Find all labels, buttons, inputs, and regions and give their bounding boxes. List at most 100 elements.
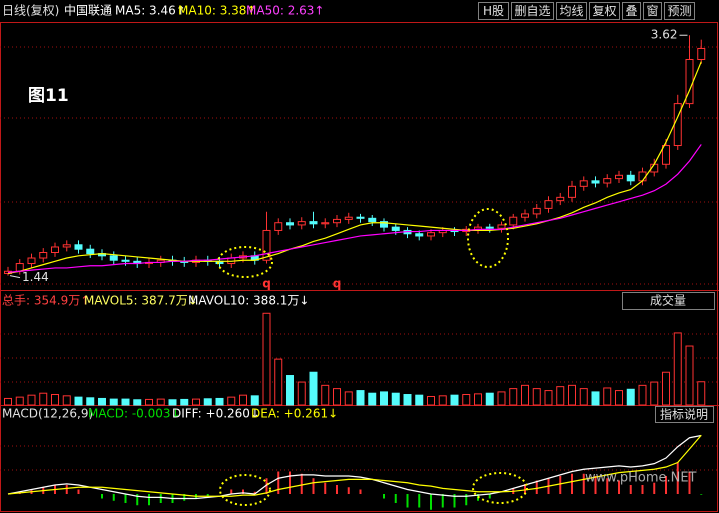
volume-bar — [415, 394, 424, 406]
volume-bar — [638, 384, 647, 406]
volume-bar — [521, 384, 529, 406]
volume-bar — [474, 393, 482, 406]
candle-body — [368, 217, 377, 223]
indicator-help-button[interactable] — [655, 406, 714, 423]
toolbar-button-label[interactable]: 预测 — [667, 4, 691, 18]
figure-label: 图11 — [28, 86, 69, 106]
ma10-label: MA10: 3.38↑ — [178, 4, 256, 18]
candle-body — [356, 216, 365, 219]
watermark: www.pHome.NET — [585, 471, 697, 486]
volume-bar — [250, 395, 259, 406]
candle-body — [321, 222, 330, 225]
candle-body — [109, 255, 118, 261]
toolbar-button[interactable] — [478, 2, 509, 20]
volume-bar — [215, 397, 224, 406]
marker-label: q — [333, 277, 342, 291]
volume-bar — [192, 398, 200, 406]
toolbar-button[interactable] — [643, 2, 662, 20]
volume-bar — [98, 397, 106, 406]
volume-bar — [427, 395, 435, 406]
volume-bar — [603, 387, 612, 406]
ma50-label: MA50: 2.63↑ — [246, 4, 324, 18]
candle-body — [662, 145, 670, 165]
toolbar-buttons: H股 删自选 均线 复权叠窗预测 — [478, 2, 695, 20]
volume-bar — [39, 392, 48, 406]
candle-body — [532, 207, 541, 215]
dea-value: DEA: +0.261↓ — [251, 407, 338, 421]
volume-bar — [438, 395, 447, 406]
toolbar-button[interactable] — [511, 2, 554, 20]
period: 日线(复权) — [2, 4, 59, 18]
volume-bar — [156, 398, 165, 406]
candle-body — [51, 246, 59, 254]
volume-bar — [168, 399, 177, 406]
volume-bar — [509, 388, 518, 406]
toolbar-button-label[interactable]: 均线 — [559, 4, 583, 18]
volume-bar — [626, 388, 635, 406]
volume-bar — [403, 394, 412, 406]
candle-body — [485, 226, 494, 229]
candle-body — [591, 180, 600, 184]
macd-name: MACD(12,26,9) — [2, 407, 93, 421]
volume-bar — [109, 398, 118, 406]
volume-bar — [391, 392, 400, 406]
volume-bar — [615, 390, 623, 406]
highlight-oval — [219, 474, 271, 506]
toolbar-button[interactable] — [664, 2, 695, 20]
volume-bar — [145, 398, 153, 406]
volume-bar — [239, 394, 247, 406]
candle-body — [697, 47, 706, 60]
volume-bar — [497, 391, 506, 406]
toolbar-button-label[interactable]: 删自选 — [514, 4, 550, 18]
candle-body — [297, 221, 306, 226]
highlight-oval — [467, 208, 509, 268]
candle-body — [274, 222, 283, 231]
candle-body — [262, 229, 271, 261]
volume-bar — [27, 394, 36, 406]
volume-bar — [650, 381, 659, 406]
candle-body — [333, 218, 341, 224]
volume-bar — [462, 394, 471, 406]
min-price-pointer — [9, 275, 21, 279]
line — [7, 434, 702, 497]
toolbar-button-label[interactable]: 窗 — [646, 4, 658, 18]
volume-bar — [485, 392, 494, 406]
volume-bar — [544, 390, 553, 406]
toolbar-button[interactable] — [589, 2, 620, 20]
volume-bar — [227, 396, 236, 406]
candle-body — [427, 232, 435, 237]
toolbar-button[interactable] — [622, 2, 641, 20]
volume-bar — [380, 391, 388, 406]
candle-body — [556, 196, 565, 202]
volume-bar — [568, 384, 576, 406]
candle-body — [27, 257, 36, 265]
toolbar-button-label[interactable]: H股 — [483, 4, 504, 18]
candle-body — [309, 221, 318, 225]
candle-body — [380, 221, 388, 228]
max-price-label: 3.62 — [651, 28, 678, 42]
volume-button[interactable] — [622, 292, 715, 310]
indicator-help-label[interactable]: 指标说明 — [660, 407, 708, 422]
volume-bar — [333, 388, 341, 406]
highlight-oval — [217, 246, 273, 278]
line — [7, 434, 702, 500]
volume-bar — [450, 394, 459, 406]
volume-bar — [685, 345, 694, 406]
volume-total: 总手: 354.9万↑ — [2, 294, 90, 308]
volume-button-label[interactable]: 成交量 — [650, 293, 686, 308]
volume-bar — [274, 358, 283, 406]
toolbar-button[interactable] — [556, 2, 587, 20]
volume-bar — [556, 386, 565, 406]
toolbar-button-label[interactable]: 叠 — [625, 4, 637, 18]
volume-bar — [297, 381, 306, 406]
candle-body — [603, 178, 612, 184]
volume-bar — [74, 396, 83, 406]
candle-body — [568, 185, 576, 198]
volume-bar — [309, 371, 318, 406]
volume-bar — [344, 391, 353, 406]
toolbar-button-label[interactable]: 复权 — [592, 4, 616, 18]
volume-bar — [15, 396, 24, 406]
